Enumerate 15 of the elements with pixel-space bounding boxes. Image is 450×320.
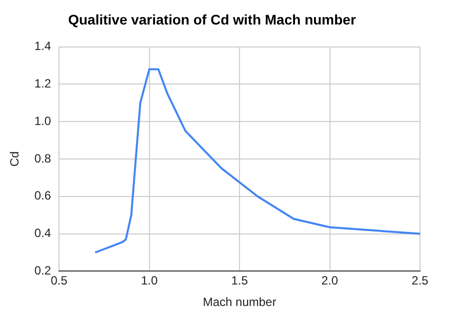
y-tick-label: 1.2 — [34, 76, 52, 91]
x-tick-label: 1.0 — [140, 274, 158, 288]
x-axis-title: Mach number — [202, 295, 276, 310]
y-tick-label: 1.4 — [34, 39, 52, 54]
chart-title: Qualitive variation of Cd with Mach number — [68, 11, 356, 28]
x-tick-label: 2.0 — [321, 274, 338, 288]
y-axis-title: Cd — [8, 151, 22, 167]
y-tick-label: 0.2 — [34, 264, 52, 278]
x-tick-label: 1.5 — [231, 274, 248, 288]
x-tick-label: 0.5 — [50, 274, 68, 288]
y-tick-label: 0.8 — [34, 151, 52, 166]
y-tick-label: 0.6 — [34, 188, 52, 203]
y-tick-label: 0.4 — [34, 226, 52, 240]
y-tick-label: 1.0 — [34, 114, 52, 128]
x-tick-label: 2.5 — [412, 274, 429, 288]
